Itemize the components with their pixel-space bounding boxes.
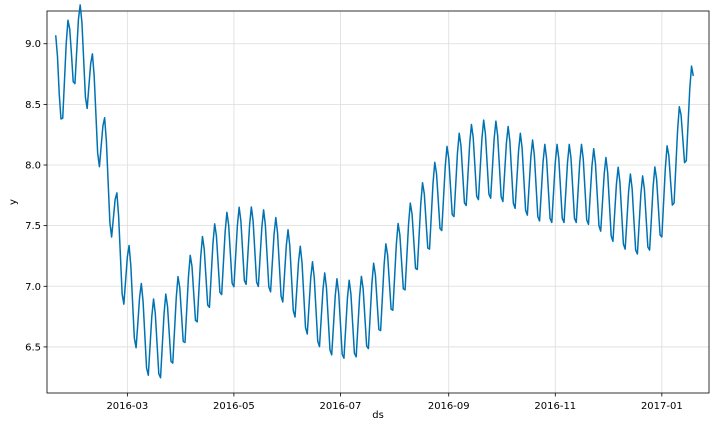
tick-labels: 2016-03 2016-05 2016-07 2016-09 2016-11 2017-… <box>25 39 683 412</box>
y-tick-label: 8.5 <box>25 100 41 111</box>
x-tick-label: 2017-01 <box>641 401 683 412</box>
y-tick-label: 8.0 <box>25 161 41 172</box>
x-tick-label: 2016-11 <box>534 401 576 412</box>
x-tick-label: 2016-03 <box>106 401 148 412</box>
y-tick-label: 6.5 <box>25 342 41 353</box>
y-axis-label: y <box>8 199 19 205</box>
series-line <box>54 4 695 379</box>
plot-area <box>46 10 710 394</box>
y-tick-label: 7.0 <box>25 282 41 293</box>
x-tick-label: 2016-09 <box>428 401 470 412</box>
series-layer <box>54 4 695 379</box>
x-tick-label: 2016-05 <box>213 401 255 412</box>
y-tick-label: 9.0 <box>25 39 41 50</box>
x-axis-label: ds <box>372 410 384 421</box>
y-tick-label: 7.5 <box>25 221 41 232</box>
x-tick-label: 2016-07 <box>320 401 362 412</box>
